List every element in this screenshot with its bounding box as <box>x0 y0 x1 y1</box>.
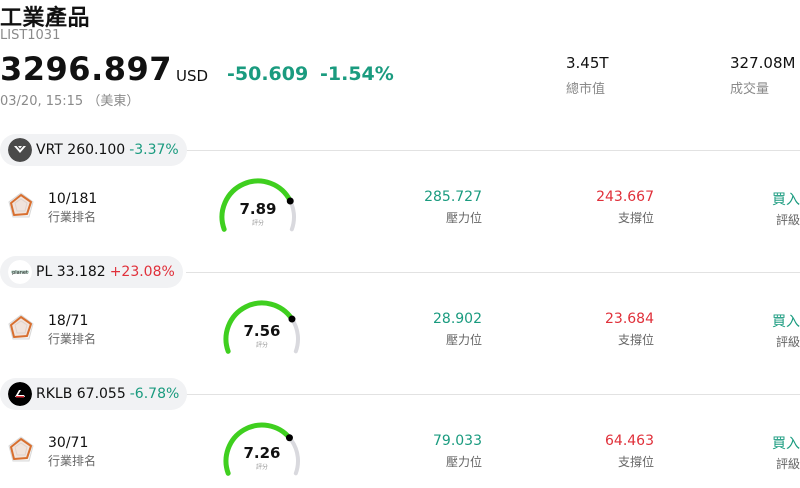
stock-ticker-price: PL 33.182 <box>36 264 106 280</box>
rating-label: 評級 <box>775 213 800 227</box>
support-value: 243.667 <box>596 189 654 205</box>
industry-rank-label: 行業排名 <box>48 210 97 224</box>
volume-label: 成交量 <box>730 82 770 97</box>
score-label: 評分 <box>251 220 264 227</box>
support-value: 64.463 <box>605 433 654 449</box>
score-label: 評分 <box>255 342 268 349</box>
score-gauge <box>216 293 308 354</box>
support-label: 支撐位 <box>617 333 654 347</box>
resistance-label: 壓力位 <box>445 455 482 469</box>
gauge-fill <box>223 300 295 354</box>
quote-timestamp: 03/20, 15:15 （美東） <box>0 94 140 109</box>
industry-rank-label: 行業排名 <box>48 332 97 346</box>
gauge-fill <box>223 422 292 476</box>
row-divider <box>186 394 800 395</box>
stock-chip-pl[interactable]: planet PL 33.182 +23.08% <box>0 256 183 288</box>
score-value: 7.26 <box>243 444 281 462</box>
row-divider <box>186 150 800 151</box>
rating-value[interactable]: 買入 <box>772 436 800 452</box>
stock-chip-rklb[interactable]: RKLB 67.055 -6.78% <box>0 378 188 410</box>
stock-ticker-price: VRT 260.100 <box>36 142 126 158</box>
gauge-marker <box>285 434 293 442</box>
stock-ticker-price: RKLB 67.055 <box>36 386 126 402</box>
industry-rank-label: 行業排名 <box>48 454 97 468</box>
price-change-percent: -1.54% <box>320 63 394 85</box>
planet-logo-icon: planet <box>8 260 32 284</box>
page-title: 工業產品 <box>0 6 91 31</box>
stock-change-percent: -6.78% <box>129 386 180 402</box>
rating-label: 評級 <box>775 335 800 349</box>
market-cap-label: 總市值 <box>566 82 606 97</box>
support-label: 支撐位 <box>617 211 654 225</box>
industry-rank-value: 30/71 <box>48 435 89 451</box>
industry-rank-value: 18/71 <box>48 313 89 329</box>
price-change: -50.609 <box>227 63 309 85</box>
stock-change-percent: -3.37% <box>129 142 179 158</box>
score-gauge <box>216 415 308 476</box>
industry-rank-value: 10/181 <box>48 191 98 207</box>
stock-chip-vrt[interactable]: VRT 260.100 -3.37% <box>0 134 187 166</box>
rating-label: 評級 <box>775 457 800 471</box>
vrt-logo-icon <box>8 138 32 162</box>
list-code: LIST1031 <box>0 28 61 43</box>
rating-value[interactable]: 買入 <box>772 192 800 208</box>
index-price: 3296.897 <box>0 50 173 88</box>
market-cap-value: 3.45T <box>566 54 609 72</box>
radar-chart-icon[interactable] <box>6 313 36 343</box>
score-gauge <box>212 171 304 232</box>
resistance-value: 79.033 <box>433 433 482 449</box>
rating-value[interactable]: 買入 <box>772 314 800 330</box>
rocketlab-logo-icon <box>8 382 32 406</box>
resistance-value: 285.727 <box>424 189 482 205</box>
score-value: 7.89 <box>239 200 277 218</box>
radar-chart-icon[interactable] <box>6 435 36 465</box>
resistance-label: 壓力位 <box>445 211 482 225</box>
support-value: 23.684 <box>605 311 654 327</box>
row-divider <box>186 272 800 273</box>
score-value: 7.56 <box>243 322 281 340</box>
volume-value: 327.08M <box>730 54 796 72</box>
gauge-marker <box>288 315 296 323</box>
svg-text:planet: planet <box>12 270 28 276</box>
radar-chart-icon[interactable] <box>6 191 36 221</box>
stock-change-percent: +23.08% <box>109 264 175 280</box>
resistance-label: 壓力位 <box>445 333 482 347</box>
gauge-fill <box>219 178 293 232</box>
support-label: 支撐位 <box>617 455 654 469</box>
currency-label: USD <box>176 67 209 85</box>
resistance-value: 28.902 <box>433 311 482 327</box>
gauge-marker <box>286 197 294 205</box>
score-label: 評分 <box>255 464 268 471</box>
